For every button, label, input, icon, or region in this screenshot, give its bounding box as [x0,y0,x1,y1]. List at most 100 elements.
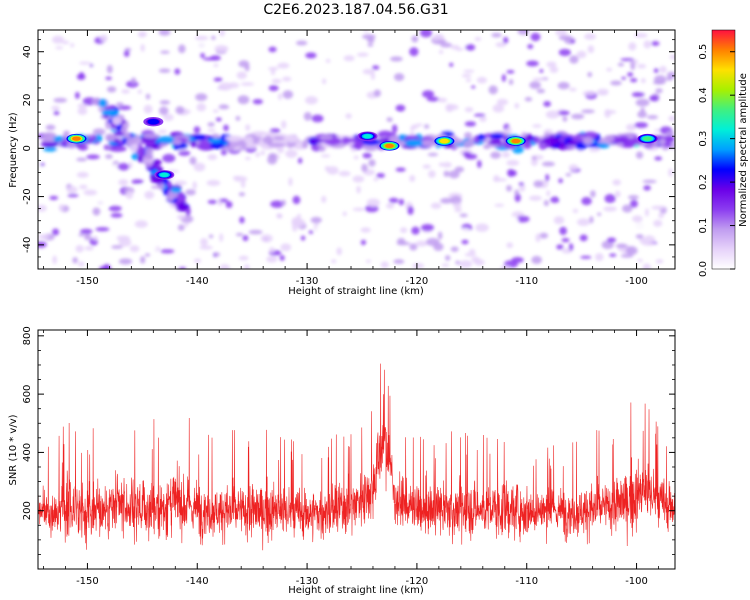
heatmap-cell [144,253,151,257]
heatmap-cell [213,252,220,257]
heatmap-band-cell [488,139,502,145]
heatmap-cell [316,163,321,168]
heatmap-cell [220,149,227,156]
heatmap-cell [658,212,665,219]
heatmap-cell [527,44,534,49]
x-tick-label: -110 [515,276,538,287]
heatmap-cell [336,247,343,256]
heatmap-cell [655,259,664,264]
heatmap-cell [637,64,647,69]
y-tick-label: 0 [22,145,33,151]
heatmap-cell [614,190,621,198]
heatmap-cell [177,224,185,231]
heatmap-cell [38,225,46,231]
heatmap-cell [474,37,482,41]
x-tick-label: -150 [76,576,99,587]
heatmap-cell [232,175,242,180]
heatmap-cell [78,61,91,65]
heatmap-cell [642,179,657,184]
spectrogram-x-label: Height of straight line (km) [288,286,424,297]
heatmap-cell [655,88,663,94]
heatmap-cell [386,117,393,122]
x-tick-label: -100 [625,276,648,287]
heatmap-cell [475,223,489,232]
heatmap-cell [197,43,209,47]
y-tick-label: 40 [22,45,33,58]
heatmap-cell [297,157,303,164]
heatmap-cell [292,195,301,205]
heatmap-cell [427,152,439,157]
heatmap-streak-cell [126,137,138,145]
heatmap-cell [111,245,123,249]
heatmap-cell [106,86,117,93]
heatmap-cell [248,229,263,235]
heatmap-cell [473,259,485,266]
heatmap-cell [269,247,275,254]
heatmap-band-cell [301,140,309,149]
heatmap-cell [612,179,622,186]
heatmap-cell [453,202,462,209]
x-tick-label: -120 [406,276,429,287]
heatmap-cell [550,196,560,204]
heatmap-cell [178,44,186,54]
heatmap-cell [654,156,663,161]
heatmap-cell [66,186,78,194]
heatmap-cell [300,235,306,241]
heatmap-cell [451,109,464,115]
heatmap-band-cell [566,140,577,147]
heatmap-cell [420,30,433,38]
heatmap-cell [252,172,261,181]
heatmap-cell [195,173,204,182]
heatmap-cell [158,68,171,73]
heatmap-cell [506,159,520,166]
heatmap-cell [80,228,93,234]
heatmap-cell [632,215,643,223]
heatmap-streak-cell [166,181,172,188]
heatmap-cell [576,50,587,59]
heatmap-band-cell [157,136,175,144]
heatmap-band-cell [532,136,540,144]
heatmap-cell [53,110,60,116]
heatmap-cell [160,50,170,54]
heatmap-cell [584,33,597,40]
heatmap-cell [644,208,649,217]
heatmap-cell [500,265,512,269]
heatmap-band-cell [53,135,64,142]
heatmap-cell [553,216,565,225]
heatmap-cell [321,195,327,203]
heatmap-cell [360,227,371,233]
heatmap-cell [412,262,425,269]
heatmap-cell [70,43,75,48]
heatmap-cell [465,44,476,51]
heatmap-cell [506,185,512,192]
heatmap-cell [184,222,189,227]
heatmap-cell [76,157,88,162]
heatmap-cell [606,67,613,72]
heatmap-cell [115,102,124,107]
heatmap-cell [269,128,281,134]
snr-series-line [38,363,675,551]
heatmap-cell [77,107,88,115]
heatmap-cell [494,203,505,207]
heatmap-cell [252,98,263,105]
heatmap-cell [409,47,419,57]
heatmap-cell [448,170,460,179]
heatmap-cell [296,213,302,219]
heatmap-band-cell [522,141,532,150]
heatmap-cell [526,60,539,67]
heatmap-cell [395,167,406,172]
heatmap-band-cell [404,139,423,147]
heatmap-cell [391,124,398,133]
heatmap-cell [516,215,530,223]
heatmap-cell [491,32,502,38]
heatmap-peak [439,138,449,144]
heatmap-cell [158,106,169,116]
heatmap-cell [653,68,659,73]
heatmap-cell [536,88,546,94]
heatmap-streak-cell [122,134,132,139]
heatmap-cell [464,132,473,140]
heatmap-cell [213,77,223,82]
heatmap-cell [146,246,158,251]
heatmap-cell [376,173,385,178]
